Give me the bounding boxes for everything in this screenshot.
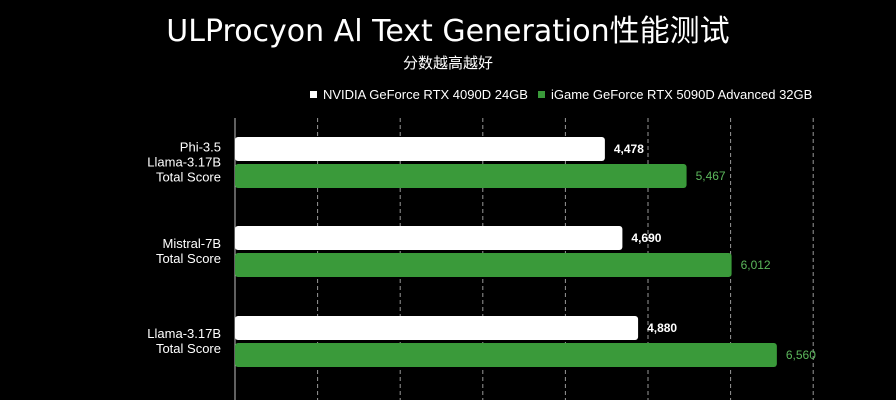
category-label: Phi-3.5 — [180, 140, 221, 155]
data-label: 4,880 — [647, 321, 677, 335]
legend-item-series-a: NVIDIA GeForce RTX 4090D 24GB — [310, 87, 528, 102]
legend-item-series-b: iGame GeForce RTX 5090D Advanced 32GB — [537, 87, 813, 102]
data-label: 4,690 — [631, 231, 661, 245]
category-label: Llama-3.17B — [147, 155, 221, 170]
category-label: Total Score — [156, 170, 221, 185]
legend-label-series-b: iGame GeForce RTX 5090D Advanced 32GB — [550, 87, 813, 102]
category-label: Mistral-7B — [162, 236, 221, 251]
data-label: 6,012 — [741, 258, 771, 272]
bar-series-a — [235, 316, 639, 340]
chart-title: ULProcyon Al Text Generation性能测试 — [166, 14, 730, 49]
bar-series-b — [235, 343, 777, 367]
data-label: 6,560 — [786, 348, 816, 362]
bar-series-a — [235, 226, 623, 250]
category-label: Total Score — [156, 251, 221, 266]
category-label: Total Score — [156, 341, 221, 356]
bar-series-b — [235, 253, 732, 277]
category-label: Llama-3.17B — [147, 326, 221, 341]
bar-series-b — [235, 164, 687, 188]
legend-swatch-series-b — [537, 91, 545, 98]
chart-subtitle: 分数越高越好 — [402, 54, 493, 72]
legend-label-series-a: NVIDIA GeForce RTX 4090D 24GB — [323, 87, 528, 102]
bar-series-a — [235, 137, 605, 161]
legend-swatch-series-a — [310, 91, 317, 98]
data-label: 4,478 — [614, 142, 644, 156]
data-label: 5,467 — [696, 169, 726, 183]
chart-legend: NVIDIA GeForce RTX 4090D 24GB iGame GeFo… — [310, 87, 822, 102]
